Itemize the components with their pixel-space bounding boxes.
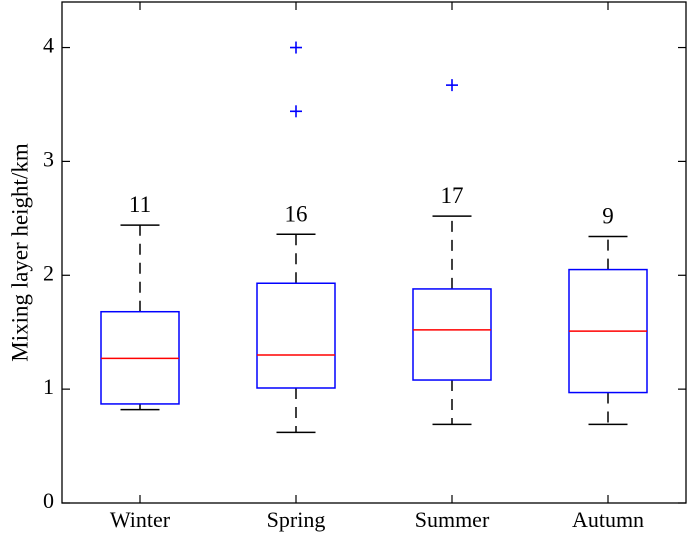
iqr-box: [256, 282, 336, 389]
box-group-summer: 17: [412, 79, 492, 426]
sample-count-label: 16: [285, 201, 308, 226]
box-group-autumn: 9: [568, 204, 648, 426]
x-tick-label: Summer: [415, 507, 490, 532]
x-tick-label: Autumn: [572, 507, 644, 532]
y-tick-label: 1: [43, 374, 54, 399]
outlier-marker: [290, 41, 302, 54]
y-tick-label: 2: [43, 260, 54, 285]
sample-count-label: 11: [129, 192, 151, 217]
x-tick-label: Spring: [267, 507, 326, 532]
sample-count-label: 17: [441, 183, 464, 208]
box-group-winter: 11: [100, 192, 180, 411]
box-group-spring: 16: [256, 41, 336, 434]
y-tick-label: 0: [43, 488, 54, 513]
outlier-marker: [290, 105, 302, 118]
boxes-layer: 11 16 17 9: [100, 41, 648, 434]
iqr-box: [412, 288, 492, 381]
sample-count-label: 9: [602, 204, 614, 229]
ticks-layer: 0 1 2 3 4 Winter Spring Summer Autumn: [43, 2, 686, 532]
outlier-marker: [446, 79, 458, 92]
plot-frame: [61, 1, 687, 504]
y-axis-label: Mixing layer height/km: [7, 143, 32, 362]
x-tick-label: Winter: [110, 507, 171, 532]
y-tick-label: 4: [43, 33, 54, 58]
y-tick-label: 3: [43, 146, 54, 171]
